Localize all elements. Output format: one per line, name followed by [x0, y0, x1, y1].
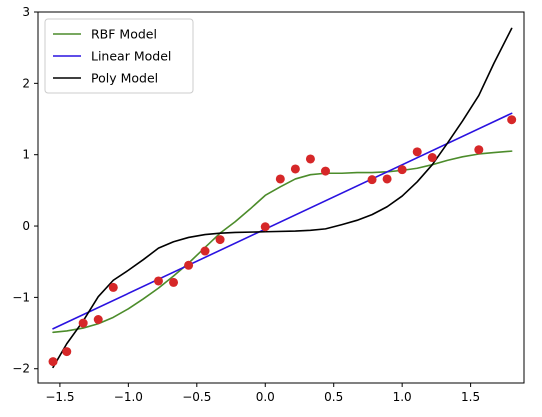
y-tick-label: 0: [22, 219, 30, 233]
data-point-17: [397, 165, 407, 175]
data-point-20: [474, 145, 484, 155]
data-point-7: [184, 260, 194, 270]
legend-label-rbf-model: RBF Model: [91, 27, 157, 42]
data-point-6: [169, 277, 179, 287]
data-point-15: [367, 175, 377, 185]
data-point-16: [382, 174, 392, 184]
data-point-19: [427, 153, 437, 163]
series-line-poly-model: [52, 27, 513, 369]
x-tick-label: 1.5: [461, 390, 480, 404]
data-point-21: [507, 115, 517, 125]
y-tick-label: −2: [12, 362, 30, 376]
x-tick-label: 0.5: [324, 390, 343, 404]
data-point-8: [200, 246, 210, 256]
series-layer: [52, 27, 513, 369]
legend-label-poly-model: Poly Model: [91, 71, 158, 86]
data-point-12: [290, 164, 300, 174]
legend-label-linear-model: Linear Model: [91, 49, 171, 64]
legend-box: [44, 18, 194, 94]
data-point-11: [275, 174, 285, 184]
scatter-layer: [48, 115, 517, 367]
y-tick-label: 2: [22, 76, 30, 90]
data-point-13: [305, 154, 315, 164]
x-tick-label: 0.0: [256, 390, 275, 404]
x-tick-label: −0.5: [182, 390, 211, 404]
y-tick-label: 3: [22, 5, 30, 19]
x-tick-label: 1.0: [393, 390, 412, 404]
x-tick-label: −1.5: [45, 390, 74, 404]
data-point-4: [108, 282, 118, 292]
y-tick-label: −1: [12, 290, 30, 304]
axis-layer: −1.5 −1.0 −0.5 0.0 0.5 1.0 1.5 −2 −1 0 1 2 3: [12, 5, 480, 404]
data-point-5: [153, 276, 163, 286]
plot-frame: [37, 11, 525, 384]
data-point-10: [260, 222, 270, 232]
data-point-1: [62, 347, 72, 357]
data-point-9: [215, 235, 225, 245]
data-point-3: [93, 315, 103, 324]
data-point-18: [412, 147, 422, 157]
y-tick-label: 1: [22, 148, 30, 162]
data-point-0: [48, 357, 58, 367]
data-point-2: [78, 318, 88, 328]
legend: RBF Model Linear Model Poly Model: [44, 18, 194, 94]
data-point-14: [320, 166, 330, 176]
x-tick-label: −1.0: [114, 390, 143, 404]
series-line-linear-model: [52, 112, 513, 330]
